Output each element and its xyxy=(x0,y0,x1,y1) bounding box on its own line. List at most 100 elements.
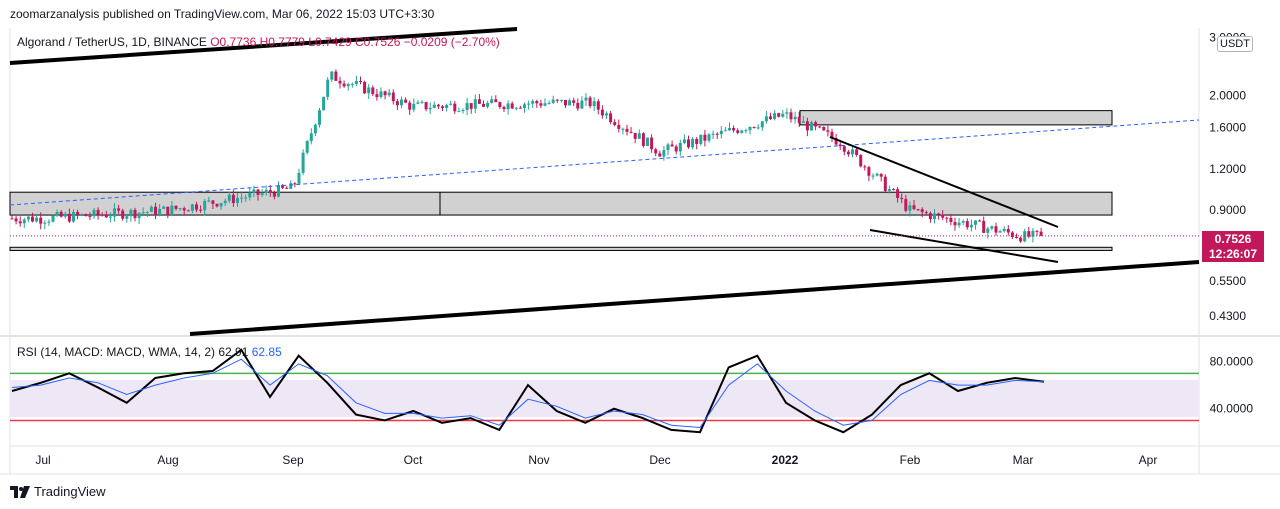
candle-body xyxy=(822,126,826,131)
candle-body xyxy=(428,107,432,110)
candle-body xyxy=(473,99,477,109)
candle-body xyxy=(133,209,137,219)
candle-body xyxy=(740,130,744,133)
candle-body xyxy=(851,149,854,155)
rsi-band xyxy=(10,380,1199,417)
candle-body xyxy=(1031,230,1035,237)
rsi-axis-tick-label: 40.0000 xyxy=(1210,402,1254,416)
time-axis-tick-label: Jul xyxy=(35,453,50,467)
candle-body xyxy=(367,87,371,94)
candle-body xyxy=(108,216,112,218)
candle-body xyxy=(35,217,39,222)
candle-body xyxy=(318,110,321,125)
candle-body xyxy=(933,213,936,220)
candle-body xyxy=(424,102,428,110)
candle-body xyxy=(207,200,211,202)
candle-body xyxy=(244,197,248,199)
candle-body xyxy=(518,107,522,109)
candle-body xyxy=(330,71,334,80)
rsi-line xyxy=(11,348,1045,434)
candle-body xyxy=(904,199,908,211)
candle-body xyxy=(420,102,424,104)
candle-body xyxy=(908,205,912,211)
candle-body xyxy=(527,103,531,105)
candle-body xyxy=(892,189,895,191)
price-axis-tick-label: 0.9000 xyxy=(1209,203,1246,217)
rsi-legend[interactable]: RSI (14, MACD: MACD, WMA, 14, 2) 62.91 6… xyxy=(17,345,282,359)
symbol-legend[interactable]: Algorand / TetherUS, 1D, BINANCE O0.7736… xyxy=(17,35,500,49)
price-axis-tick-label: 1.6000 xyxy=(1209,121,1246,135)
candle-body xyxy=(764,116,768,122)
candle-body xyxy=(994,226,998,233)
candle-body xyxy=(965,221,969,228)
candle-body xyxy=(978,220,982,222)
candle-body xyxy=(158,208,162,216)
currency-unit-button[interactable]: USDT xyxy=(1217,36,1253,52)
candle-body xyxy=(719,130,723,135)
candle-body xyxy=(477,99,481,104)
candle-body xyxy=(498,102,502,108)
candle-body xyxy=(674,146,678,152)
candle-body xyxy=(605,113,608,116)
candle-body xyxy=(240,197,244,199)
candle-body xyxy=(547,102,551,104)
candle-body xyxy=(658,153,662,157)
candle-body xyxy=(1039,231,1043,236)
candle-body xyxy=(551,99,555,103)
candle-body xyxy=(260,192,264,195)
candle-body xyxy=(26,216,30,220)
candle-body xyxy=(264,189,268,193)
candle-body xyxy=(990,226,994,229)
candle-body xyxy=(682,139,686,143)
last-price: 0.7526 xyxy=(1214,232,1252,246)
candle-body xyxy=(371,87,375,95)
candle-body xyxy=(617,124,621,129)
candle-body xyxy=(662,150,666,157)
candle-body xyxy=(227,194,231,201)
price-axis-tick-label: 0.4300 xyxy=(1209,309,1246,323)
candle-body xyxy=(769,116,772,119)
candle-body xyxy=(879,173,883,177)
candle-body xyxy=(736,130,740,133)
footer-brand[interactable]: TradingView xyxy=(10,484,106,499)
candle-body xyxy=(342,83,346,87)
candle-body xyxy=(773,113,777,119)
upper-trendline xyxy=(9,27,518,65)
candle-body xyxy=(211,200,215,204)
candle-body xyxy=(625,128,629,132)
candle-body xyxy=(125,216,129,219)
candle-body xyxy=(223,200,227,204)
candle-body xyxy=(842,146,846,152)
lower-trendline xyxy=(189,260,1200,336)
candle-body xyxy=(96,209,100,215)
candle-body xyxy=(695,138,699,144)
candle-body xyxy=(641,133,645,146)
candle-body xyxy=(887,189,891,192)
candle-body xyxy=(896,189,900,198)
candle-body xyxy=(986,228,990,233)
candle-body xyxy=(846,151,850,155)
time-axis-tick-label: 2022 xyxy=(772,453,799,467)
candle-body xyxy=(359,80,362,82)
candle-body xyxy=(482,103,485,107)
candle-body xyxy=(137,212,141,219)
tradingview-logo-icon xyxy=(10,485,30,498)
ohlc-values: O0.7736 H0.7779 L0.7429 C0.7526 −0.0209 … xyxy=(210,35,500,49)
candle-body xyxy=(1010,232,1014,237)
candle-body xyxy=(814,122,818,127)
support-resistance-zone xyxy=(9,246,1113,251)
candle-body xyxy=(121,210,125,219)
candle-body xyxy=(826,130,830,132)
candle-body xyxy=(301,152,305,173)
candle-body xyxy=(654,149,658,154)
candle-body xyxy=(14,218,18,222)
support-resistance-zone xyxy=(799,110,1113,126)
rsi-axis-tick-label: 80.0000 xyxy=(1210,355,1254,369)
candle-body xyxy=(445,104,449,109)
candle-body xyxy=(178,208,182,210)
candle-body xyxy=(1015,236,1018,238)
candle-body xyxy=(10,218,14,220)
candle-body xyxy=(748,126,752,131)
candle-body xyxy=(416,102,420,104)
